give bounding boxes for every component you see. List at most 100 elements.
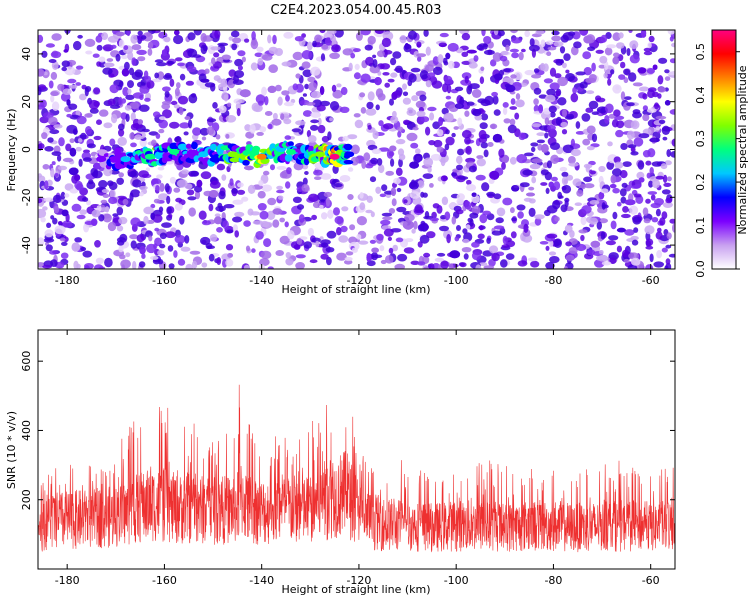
spectrogram-cell bbox=[173, 104, 180, 109]
spectrogram-cell bbox=[339, 106, 350, 114]
spectrogram-cell bbox=[285, 258, 294, 266]
spectrogram-cell bbox=[238, 99, 245, 104]
spectrogram-cell bbox=[184, 235, 190, 244]
spectrogram-cell bbox=[381, 184, 388, 192]
spectrogram-cell bbox=[310, 124, 319, 131]
spectrogram-cell bbox=[662, 174, 668, 183]
spectrogram-cell bbox=[108, 196, 118, 205]
spectrogram-cell bbox=[163, 74, 173, 80]
spectrogram-cell bbox=[664, 76, 671, 81]
spectrogram-cell bbox=[234, 230, 239, 238]
spectrogram-cell bbox=[338, 235, 349, 243]
spectrogram-cell bbox=[91, 218, 98, 226]
spectrogram-cell bbox=[345, 251, 354, 256]
spectrogram-cell bbox=[396, 187, 402, 193]
spectrogram-cell bbox=[156, 62, 167, 67]
spectrogram-cell bbox=[456, 225, 461, 231]
spectrogram-cell bbox=[622, 206, 629, 213]
spectrogram-cell bbox=[539, 125, 549, 131]
spectrogram-cell bbox=[664, 265, 669, 269]
spectrogram-cell bbox=[581, 113, 591, 122]
spectrogram-cell bbox=[478, 129, 487, 140]
spectrogram-cell bbox=[183, 131, 189, 136]
spectrogram-cell bbox=[125, 252, 131, 258]
spectrogram-cell bbox=[121, 68, 130, 77]
spectrogram-cell bbox=[50, 71, 58, 80]
spectrogram-cell bbox=[52, 217, 58, 225]
spectrogram-cell bbox=[545, 245, 550, 251]
spectrogram-cell bbox=[96, 119, 102, 125]
spectrogram-cell bbox=[575, 71, 586, 76]
spectrogram-cell bbox=[309, 259, 318, 264]
spectrogram-cell bbox=[275, 84, 282, 92]
spectrogram-cell bbox=[201, 220, 211, 226]
spectrogram-cell bbox=[232, 199, 244, 205]
spectrogram-cell bbox=[627, 144, 637, 149]
spectrogram-cell bbox=[174, 234, 186, 244]
spectrogram-cell bbox=[251, 248, 256, 253]
spectrogram-cell bbox=[200, 44, 208, 55]
spectrogram-cell bbox=[409, 181, 419, 190]
spectrogram-cell bbox=[475, 264, 482, 269]
spectrogram-cell bbox=[151, 139, 157, 147]
signal-peak bbox=[169, 148, 180, 155]
spectrogram-cell bbox=[616, 245, 623, 253]
spectrogram-cell bbox=[389, 98, 394, 106]
spectrogram-cell bbox=[61, 241, 68, 246]
spectrogram-cell bbox=[46, 222, 52, 228]
spectrogram-cell bbox=[186, 189, 195, 196]
spectrogram-cell bbox=[151, 78, 162, 83]
spectrogram-cell bbox=[287, 230, 295, 240]
spectrogram-cell bbox=[329, 101, 340, 111]
spectrogram-cell bbox=[200, 78, 210, 83]
spectrogram-cell bbox=[595, 49, 604, 54]
spectrogram-cell bbox=[125, 94, 135, 101]
spectrogram-cell bbox=[586, 90, 595, 95]
spectrogram-cell bbox=[645, 160, 652, 166]
spectrogram-cell bbox=[545, 40, 554, 45]
spectrogram-cell bbox=[598, 165, 606, 173]
spectrogram-cell bbox=[98, 214, 105, 222]
spectrogram-cell bbox=[409, 161, 419, 169]
signal-cell bbox=[252, 145, 261, 152]
spectrogram-cell bbox=[68, 103, 78, 110]
signal-cell bbox=[287, 141, 294, 147]
spectrogram-cell bbox=[47, 137, 54, 143]
spectrogram-cell bbox=[173, 250, 178, 258]
snr-x-axis-label: Height of straight line (km) bbox=[281, 583, 430, 596]
spectrogram-cell bbox=[319, 236, 324, 241]
spectrogram-cell bbox=[184, 116, 191, 120]
spectrogram-cell bbox=[286, 167, 292, 175]
spectrogram-cell bbox=[164, 183, 170, 193]
spectrogram-cell bbox=[226, 102, 232, 108]
spectrogram-cell bbox=[591, 133, 598, 143]
spectrogram-cell bbox=[317, 124, 326, 134]
spectrogram-cell bbox=[38, 143, 45, 150]
spectrogram-cell bbox=[157, 71, 165, 80]
spectrogram-cell bbox=[626, 102, 635, 107]
spectrogram-cell bbox=[491, 91, 498, 97]
spectrogram-cell bbox=[130, 189, 141, 198]
spectrogram-cell bbox=[77, 34, 83, 39]
spectrogram-cell bbox=[364, 44, 373, 51]
spectrogram-cell bbox=[162, 109, 172, 119]
spectrogram-cell bbox=[531, 158, 543, 164]
spectrogram-cell bbox=[381, 37, 391, 48]
spectrogram-cell bbox=[566, 113, 575, 120]
spectrogram-cell bbox=[395, 138, 406, 145]
spectrogram-cell bbox=[75, 183, 84, 191]
spectrogram-cell bbox=[380, 259, 387, 265]
spectrogram-cell bbox=[379, 193, 387, 198]
spectrogram-cell bbox=[102, 67, 113, 75]
spectrogram-cell bbox=[616, 227, 626, 233]
spectrogram-cell bbox=[427, 166, 432, 173]
spectrogram-cell bbox=[583, 163, 593, 169]
spectrogram-cell bbox=[642, 93, 648, 100]
spectrogram-cell bbox=[533, 87, 542, 95]
spectrogram-cell bbox=[84, 113, 93, 118]
spectrogram-cell bbox=[500, 50, 509, 56]
spectrogram-cell bbox=[67, 78, 77, 84]
spectrogram-cell bbox=[109, 84, 119, 94]
spectrogram-cell bbox=[623, 77, 629, 84]
spectrogram-cell bbox=[540, 182, 548, 186]
